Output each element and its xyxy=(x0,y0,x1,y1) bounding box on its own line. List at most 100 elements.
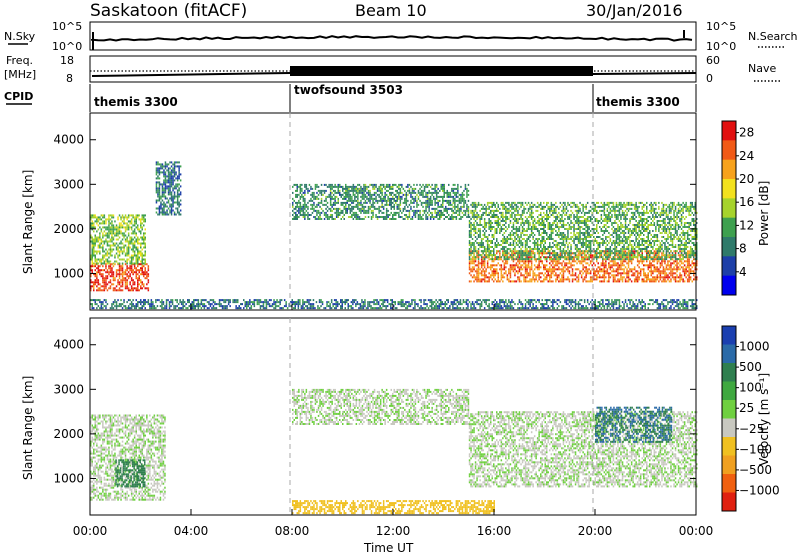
heatmap-cell xyxy=(448,202,450,204)
heatmap-cell xyxy=(425,196,427,198)
heatmap-cell xyxy=(357,216,359,218)
heatmap-cell xyxy=(481,274,483,276)
heatmap-cell xyxy=(573,264,575,266)
heatmap-cell xyxy=(166,175,168,177)
heatmap-cell xyxy=(687,264,689,266)
heatmap-cell xyxy=(413,190,415,192)
heatmap-cell xyxy=(566,252,568,254)
heatmap-cell xyxy=(157,187,159,189)
heatmap-cell xyxy=(421,194,423,196)
heatmap-cell xyxy=(642,260,644,262)
heatmap-cell xyxy=(448,214,450,216)
heatmap-cell xyxy=(558,266,560,268)
heatmap-cell xyxy=(352,299,354,301)
heatmap-cell xyxy=(640,258,642,260)
heatmap-cell xyxy=(558,262,560,264)
heatmap-cell xyxy=(312,188,314,190)
heatmap-cell xyxy=(120,249,122,251)
heatmap-cell xyxy=(295,196,297,198)
heatmap-cell xyxy=(116,303,118,305)
heatmap-cell xyxy=(619,266,621,268)
heatmap-cell xyxy=(156,181,158,183)
heatmap-cell xyxy=(425,208,427,210)
heatmap-cell xyxy=(113,214,115,216)
heatmap-cell xyxy=(473,307,475,309)
heatmap-cell xyxy=(162,185,164,187)
heatmap-cell xyxy=(596,260,598,262)
heatmap-cell xyxy=(679,272,681,274)
heatmap-cell xyxy=(134,216,136,218)
heatmap-cell xyxy=(310,188,312,190)
heatmap-cell xyxy=(386,214,388,216)
heatmap-cell xyxy=(319,212,321,214)
heatmap-cell xyxy=(129,303,131,305)
heatmap-cell xyxy=(143,301,145,303)
heatmap-cell xyxy=(96,218,98,220)
heatmap-cell xyxy=(431,212,433,214)
heatmap-cell xyxy=(310,208,312,210)
heatmap-cell xyxy=(175,183,177,185)
heatmap-cell xyxy=(356,206,358,208)
heatmap-cell xyxy=(157,299,159,301)
heatmap-cell xyxy=(620,268,622,270)
heatmap-cell xyxy=(134,245,136,247)
heatmap-cell xyxy=(122,253,124,255)
heatmap-cell xyxy=(519,268,521,270)
heatmap-cell xyxy=(400,216,402,218)
heatmap-cell xyxy=(108,245,110,247)
heatmap-cell xyxy=(126,287,128,289)
heatmap-cell xyxy=(376,307,378,309)
heatmap-cell xyxy=(548,307,550,309)
heatmap-cell xyxy=(453,206,455,208)
heatmap-cell xyxy=(125,230,127,232)
heatmap-cell xyxy=(123,273,125,275)
heatmap-cell xyxy=(98,241,100,243)
heatmap-cell xyxy=(116,226,118,228)
heatmap-cell xyxy=(587,301,589,303)
heatmap-cell xyxy=(163,169,165,171)
heatmap-cell xyxy=(180,173,182,175)
heatmap-cell xyxy=(408,303,410,305)
heatmap-cell xyxy=(331,198,333,200)
heatmap-cell xyxy=(319,190,321,192)
heatmap-cell xyxy=(363,212,365,214)
heatmap-cell xyxy=(437,188,439,190)
heatmap-cell xyxy=(119,265,121,267)
heatmap-cell xyxy=(557,276,559,278)
heatmap-cell xyxy=(113,265,115,267)
heatmap-cell xyxy=(416,184,418,186)
heatmap-cell xyxy=(543,278,545,280)
heatmap-cell xyxy=(143,299,145,301)
heatmap-cell xyxy=(470,236,472,238)
heatmap-cell xyxy=(519,254,521,256)
heatmap-cell xyxy=(469,280,471,282)
heatmap-cell xyxy=(108,218,110,220)
heatmap-cell xyxy=(162,193,164,195)
heatmap-cell xyxy=(564,270,566,272)
heatmap-cell xyxy=(344,192,346,194)
heatmap-cell xyxy=(508,299,510,301)
heatmap-cell xyxy=(428,214,430,216)
heatmap-cell xyxy=(643,260,645,262)
heatmap-cell xyxy=(336,214,338,216)
heatmap-cell xyxy=(590,272,592,274)
heatmap-cell xyxy=(395,184,397,186)
heatmap-cell xyxy=(511,264,513,266)
heatmap-cell xyxy=(552,299,554,301)
heatmap-cell xyxy=(117,269,119,271)
heatmap-cell xyxy=(585,307,587,309)
heatmap-cell xyxy=(163,206,165,208)
heatmap-cell xyxy=(466,192,468,194)
heatmap-cell xyxy=(462,192,464,194)
heatmap-cell xyxy=(101,275,103,277)
heatmap-cell xyxy=(171,210,173,212)
heatmap-cell xyxy=(177,212,179,214)
heatmap-cell xyxy=(142,257,144,259)
heatmap-cell xyxy=(619,280,621,282)
heatmap-cell xyxy=(366,192,368,194)
heatmap-cell xyxy=(431,216,433,218)
heatmap-cell xyxy=(295,214,297,216)
heatmap-cell xyxy=(678,303,680,305)
heatmap-cell xyxy=(302,303,304,305)
heatmap-cell xyxy=(587,299,589,301)
